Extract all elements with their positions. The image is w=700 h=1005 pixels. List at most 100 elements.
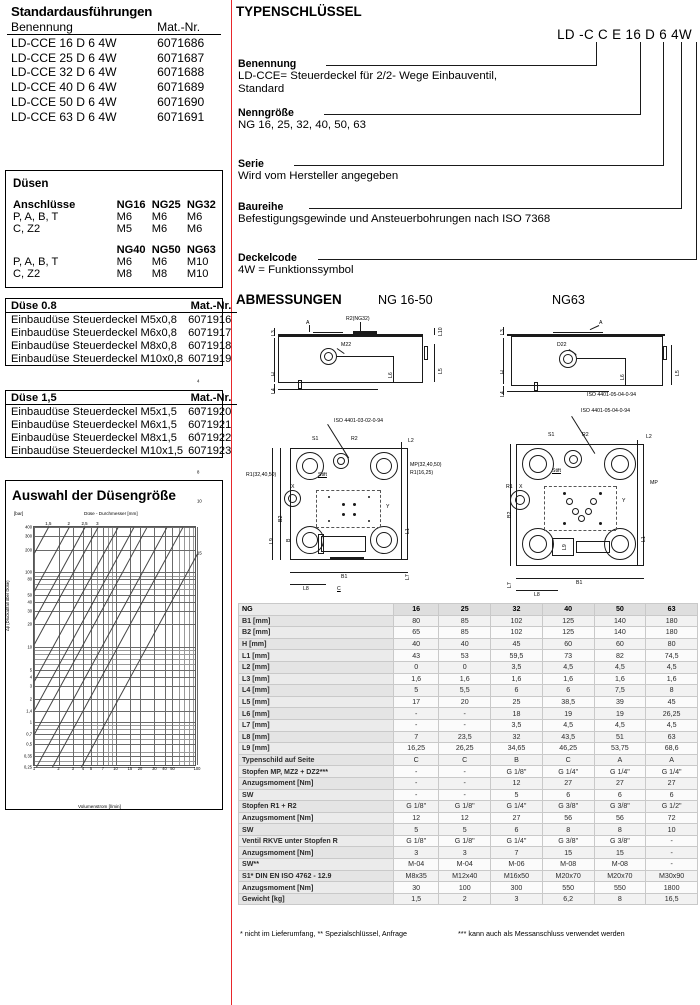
- bolt-hole-tl: [522, 448, 554, 480]
- typenschluessel-section: TYPENSCHLÜSSEL LD -C C E 16 D 6 4W Benennung: [236, 4, 700, 289]
- iso-pattern-bottom: [544, 530, 616, 531]
- cell-r24-c4: 8: [593, 892, 647, 906]
- cell-r21-c4: M-08: [593, 858, 647, 871]
- callout-label-a: A: [599, 320, 603, 326]
- iso-port-circle: [572, 508, 579, 515]
- cell-r3-c1: 53: [438, 649, 492, 662]
- nameplate-rect-right: [576, 541, 610, 553]
- table-row: L9 [mm] 16,25 26,25 34,65 46,25 53,75 68,6: [238, 742, 698, 755]
- cell-r5-c1: 1,6: [438, 672, 492, 686]
- gridline-v-major: [83, 527, 84, 765]
- gridline-v-major: [140, 527, 141, 765]
- table-header-row: Düse 0.8 Mat.-Nr.: [6, 299, 238, 313]
- y-tick-label: 5: [29, 667, 32, 673]
- cell-r23-c2: 300: [490, 881, 543, 894]
- dim-l10-vert: [434, 328, 435, 335]
- cell-r15-c1: -: [438, 788, 492, 802]
- cell-mat: 6071916: [188, 313, 232, 326]
- cell-mat: 6071687: [157, 50, 205, 65]
- x-tick-label: 30: [152, 766, 157, 771]
- cell-name: Einbaudüse Steuerdeckel M10x0,8: [11, 352, 184, 365]
- gridline-h-major: [34, 549, 195, 551]
- typenschluessel-item-baureihe: Baureihe Befestigungsgewinde und Ansteue…: [238, 201, 550, 226]
- item-text-2: Standard: [238, 83, 285, 96]
- row-label: P, A, B, T: [13, 256, 59, 268]
- cell-r12-c0: C: [392, 753, 440, 767]
- view-label-ng63: NG63: [552, 293, 585, 307]
- cell-r12-c4: A: [593, 753, 647, 767]
- cell-r17-c1: 12: [438, 811, 492, 825]
- cell-r8-c1: -: [438, 707, 492, 720]
- cell: M6: [151, 211, 168, 223]
- x-tick-label: 2: [57, 766, 60, 771]
- cell-r11-c2: 34,65: [490, 742, 543, 755]
- item-text: Befestigungsgewinde und Ansteuerbohrunge…: [238, 213, 551, 225]
- nameplate-tab: [318, 534, 324, 554]
- y-tick-label: 1: [29, 719, 32, 725]
- duese15-table: Düse 1,5 Mat.-Nr. Einbaudüse Steuerdecke…: [6, 391, 238, 457]
- row-label: C, Z2: [13, 223, 41, 235]
- standard-versions-section: Standardausführungen Benennung Mat.-Nr. …: [7, 4, 221, 124]
- drawing-ng63-side-view: L3 H L4 L5 L6 A D22 ISO 4401-05-04-0-94: [481, 314, 691, 399]
- label-r1: R1: [506, 484, 513, 490]
- cell-r12-c1: C: [438, 753, 492, 767]
- cell-r13-c0: -: [392, 765, 440, 778]
- cell-mat: 6071923: [188, 444, 232, 457]
- gridline-h-major: [34, 536, 195, 538]
- callout-a-leader: [589, 325, 600, 330]
- cell-r3-c3: 73: [541, 649, 595, 662]
- cell-r1-c4: 140: [593, 626, 647, 639]
- cell-r20-c4: 15: [593, 846, 647, 860]
- row-label: Anzugsmoment [Nm]: [238, 776, 394, 790]
- item-text: NG 16, 25, 32, 40, 50, 63: [238, 119, 366, 131]
- table-row: Anzugsmoment [Nm] 30 100 300 550 550 1800: [238, 881, 698, 894]
- iso-pattern-right: [380, 490, 381, 527]
- right-column: TYPENSCHLÜSSEL LD -C C E 16 D 6 4W Benennung: [236, 0, 700, 1005]
- callout-a-leader: [309, 325, 310, 332]
- cell-r7-c2: 25: [490, 695, 543, 709]
- iso-port-dot: [328, 496, 331, 499]
- label-x: X: [291, 484, 295, 490]
- leader-h-deckelcode: [318, 259, 697, 260]
- table-row: P, A, B, T M6 M6 M10: [6, 256, 222, 268]
- column-header-ng-25: 25: [438, 603, 492, 616]
- dim-l5-vert: [434, 344, 435, 382]
- footnote-2: *** kann auch als Messanschluss verwende…: [458, 929, 625, 938]
- label-b1: B1: [341, 574, 348, 580]
- table-row: LD-CCE 40 D 6 4W 6071689: [7, 80, 221, 95]
- cell-r18-c2: 6: [490, 823, 543, 836]
- cell-r2-c2: 45: [490, 637, 543, 651]
- gridline-h: [34, 725, 195, 726]
- dim-label-l6: L6: [388, 372, 394, 378]
- cell-mat: 6071921: [188, 418, 232, 431]
- cell: M5: [116, 223, 132, 235]
- table-row: L3 [mm] 1,6 1,6 1,6 1,6 1,6 1,6: [238, 672, 698, 686]
- gridline-h-major: [34, 767, 195, 768]
- iso-label-plan: ISO 4401-05-04-0-94: [581, 408, 631, 414]
- port-x-outer: [284, 490, 301, 507]
- cell-r22-c3: M20x70: [541, 869, 595, 883]
- label-x: X: [519, 484, 523, 490]
- dim-l6-vert: [393, 356, 394, 382]
- cell-r24-c2: 3: [490, 892, 543, 906]
- iso-port-dot: [342, 513, 345, 516]
- cell-r23-c1: 100: [438, 881, 492, 894]
- dim-h-vert: [274, 338, 275, 382]
- nozzle-selection-chart-section: Auswahl der Düsengröße [bar] Düse - Durc…: [5, 379, 223, 810]
- bolt-hole-br: [370, 526, 398, 554]
- cell-r1-c2: 102: [490, 626, 543, 639]
- x-tick-label: 10: [113, 766, 118, 771]
- column-header-mat-nr: Mat.-Nr.: [183, 299, 238, 313]
- gridline-h: [34, 575, 195, 577]
- cell-r17-c5: 72: [645, 811, 698, 825]
- dim-label-l10: L10: [438, 327, 444, 336]
- table-row: Einbaudüse Steuerdeckel M6x1,5 6071921: [6, 418, 237, 431]
- cell-r6-c0: 5: [392, 684, 440, 697]
- row-label: Gewicht [kg]: [238, 892, 394, 906]
- x-tick-label: 4: [81, 766, 85, 771]
- y-tick-label: 10: [27, 644, 32, 650]
- iso-port-dot: [342, 503, 345, 506]
- typenschluessel-item-serie: Serie Wird vom Hersteller angegeben: [238, 158, 398, 183]
- row-label: SW**: [238, 858, 394, 871]
- cell-r7-c5: 45: [645, 695, 698, 709]
